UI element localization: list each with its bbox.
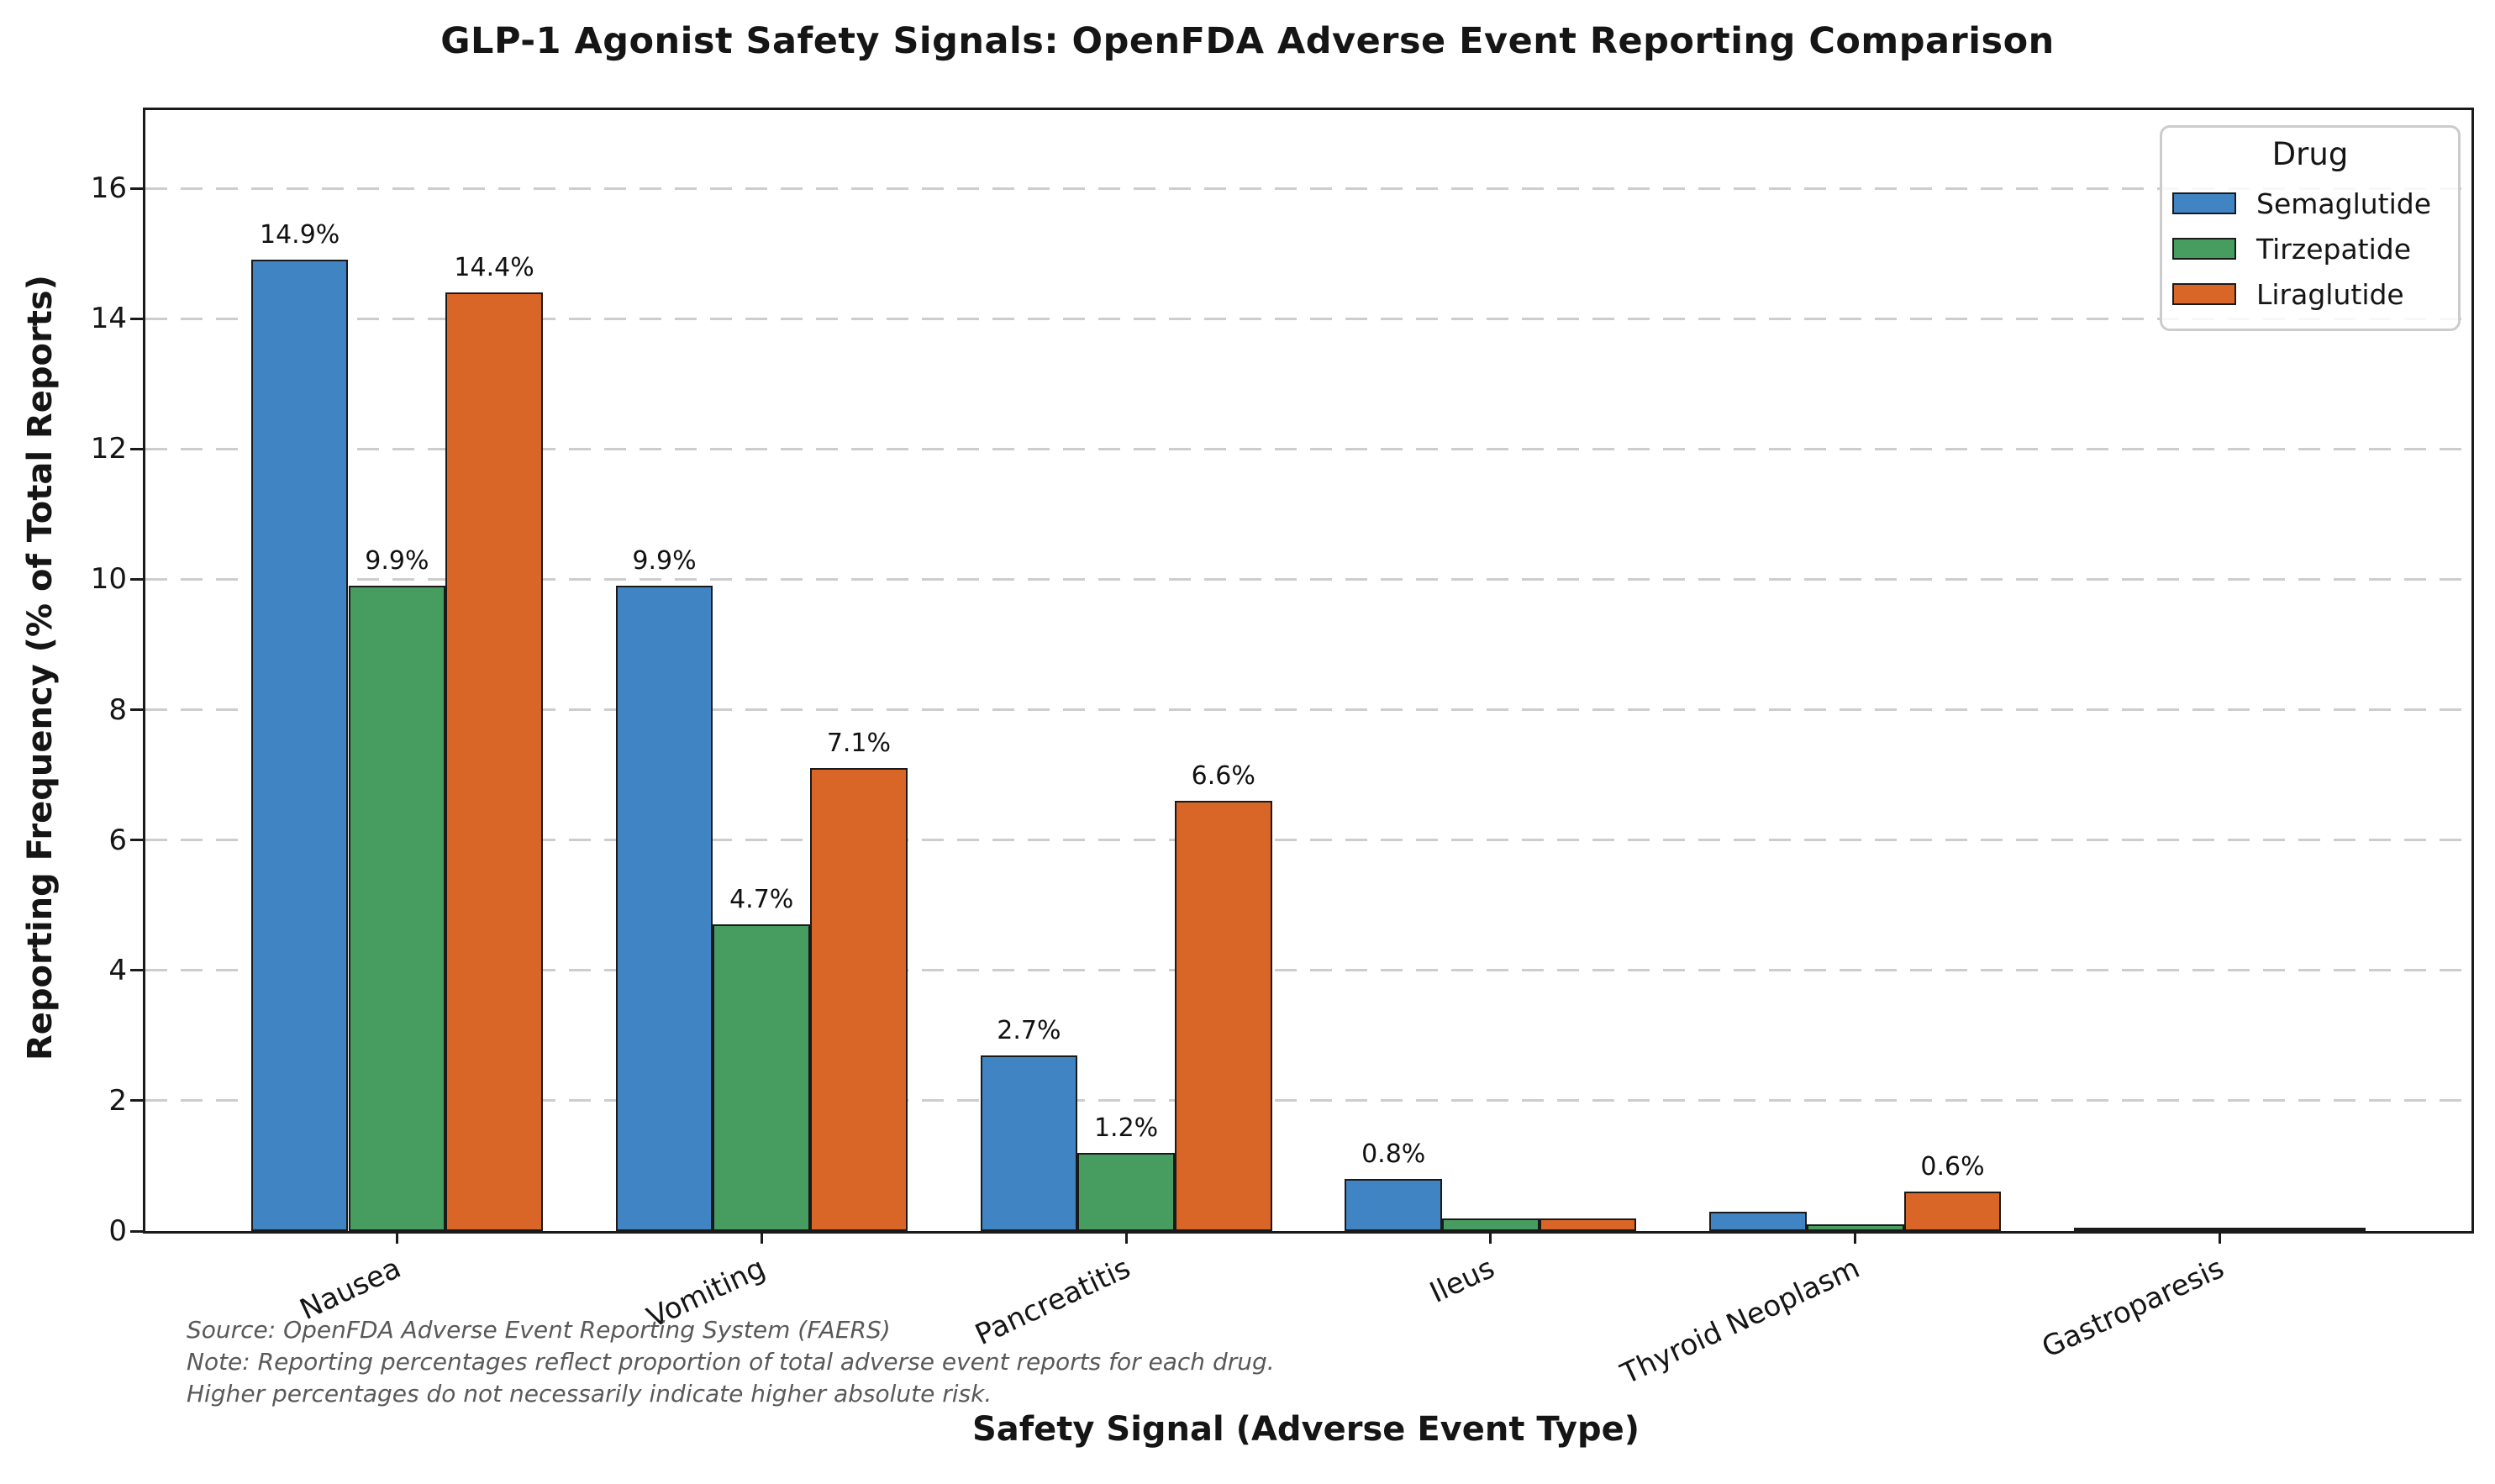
- y-tick-label: 14: [90, 302, 127, 336]
- y-tick-mark: [130, 317, 143, 320]
- gridline: [145, 839, 2471, 842]
- bar-tirzepatide-vomiting: [713, 924, 811, 1231]
- legend-swatch-semaglutide: [2172, 192, 2236, 214]
- x-tick-mark: [2219, 1231, 2222, 1244]
- y-tick-label: 16: [90, 171, 127, 206]
- gridline: [145, 187, 2471, 190]
- gridline: [145, 1099, 2471, 1102]
- y-tick-label: 6: [108, 823, 127, 857]
- legend-item-tirzepatide: Tirzepatide: [2162, 226, 2458, 271]
- source-note-line: Source: OpenFDA Adverse Event Reporting …: [187, 1316, 891, 1344]
- bar-liraglutide-thyroid-neoplasm: [1903, 1192, 2002, 1231]
- bar-semaglutide-gastroparesis: [2074, 1228, 2171, 1231]
- bar-value-label: 0.8%: [1361, 1139, 1426, 1169]
- y-tick-mark: [130, 969, 143, 972]
- y-tick-mark: [130, 447, 143, 450]
- bar-tirzepatide-ileus: [1442, 1218, 1540, 1231]
- source-note-line: Higher percentages do not necessarily in…: [187, 1380, 992, 1408]
- legend-item-semaglutide: Semaglutide: [2162, 181, 2458, 226]
- bar-value-label: 6.6%: [1191, 761, 1255, 792]
- gridline: [145, 317, 2471, 320]
- legend-item-liraglutide: Liraglutide: [2162, 271, 2458, 317]
- bar-semaglutide-nausea: [250, 260, 349, 1231]
- y-tick-label: 8: [108, 692, 127, 727]
- gridline: [145, 447, 2471, 450]
- gridline: [145, 969, 2471, 972]
- bar-value-label: 1.2%: [1093, 1113, 1159, 1143]
- bar-value-label: 0.6%: [1920, 1152, 1985, 1182]
- legend-label: Liraglutide: [2256, 277, 2404, 311]
- bar-value-label: 9.9%: [365, 546, 429, 576]
- legend-swatch-liraglutide: [2172, 283, 2236, 305]
- y-tick-mark: [130, 577, 143, 581]
- bar-liraglutide-pancreatitis: [1174, 801, 1272, 1231]
- x-tick-label-thyroid-neoplasm: Thyroid Neoplasm: [1615, 1251, 1865, 1392]
- x-tick-mark: [1124, 1231, 1128, 1244]
- bar-semaglutide-ileus: [1345, 1178, 1443, 1231]
- gridline: [145, 577, 2471, 581]
- y-tick-mark: [130, 839, 143, 842]
- bar-semaglutide-thyroid-neoplasm: [1709, 1211, 1807, 1231]
- bar-value-label: 7.1%: [826, 729, 892, 759]
- legend-label: Tirzepatide: [2256, 232, 2412, 266]
- legend-swatch-tirzepatide: [2172, 238, 2236, 260]
- bar-semaglutide-vomiting: [615, 586, 713, 1231]
- y-tick-mark: [130, 187, 143, 190]
- source-note-line: Note: Reporting percentages reflect prop…: [187, 1348, 1275, 1376]
- x-tick-mark: [1854, 1231, 1857, 1244]
- y-tick-mark: [130, 1099, 143, 1102]
- bar-semaglutide-pancreatitis: [980, 1055, 1078, 1231]
- y-tick-mark: [130, 1229, 143, 1233]
- legend-label: Semaglutide: [2256, 187, 2432, 220]
- bar-value-label: 2.7%: [997, 1015, 1061, 1045]
- legend-title: Drug: [2271, 136, 2349, 172]
- chart-title: GLP-1 Agonist Safety Signals: OpenFDA Ad…: [440, 20, 2055, 62]
- source-note: Source: OpenFDA Adverse Event Reporting …: [187, 1314, 1275, 1410]
- y-tick-label: 10: [90, 562, 127, 597]
- bar-tirzepatide-thyroid-neoplasm: [1806, 1224, 1904, 1231]
- bar-value-label: 9.9%: [632, 546, 697, 576]
- y-tick-label: 0: [108, 1214, 127, 1248]
- x-tick-mark: [1489, 1231, 1492, 1244]
- bar-liraglutide-vomiting: [810, 768, 908, 1231]
- x-tick-mark: [395, 1231, 398, 1244]
- x-axis-title: Safety Signal (Adverse Event Type): [971, 1410, 1640, 1449]
- x-tick-label-ileus: Ileus: [1424, 1251, 1500, 1310]
- bar-tirzepatide-pancreatitis: [1077, 1152, 1175, 1231]
- bar-liraglutide-gastroparesis: [2268, 1228, 2366, 1231]
- y-axis-title: Reporting Frequency (% of Total Reports): [21, 275, 60, 1061]
- x-tick-mark: [760, 1231, 763, 1244]
- y-tick-mark: [130, 708, 143, 712]
- y-tick-label: 2: [108, 1083, 127, 1118]
- legend: Drug Semaglutide Tirzepatide Liraglutide: [2160, 125, 2461, 331]
- x-tick-label-gastroparesis: Gastroparesis: [2036, 1251, 2229, 1366]
- y-tick-label: 4: [108, 953, 127, 987]
- bar-liraglutide-ileus: [1539, 1218, 1637, 1231]
- bar-value-label: 14.9%: [259, 220, 340, 250]
- bar-value-label: 4.7%: [729, 885, 794, 915]
- y-tick-label: 12: [90, 432, 127, 466]
- plot-area: 0 2 4 6 8 10 12 14 16 14.9% 9.9% 2.7% 0.8% 9.9% 4.7% 1.…: [91, 108, 2474, 1391]
- bar-tirzepatide-nausea: [348, 586, 446, 1231]
- bar-liraglutide-nausea: [445, 292, 543, 1231]
- gridline: [145, 708, 2471, 712]
- bar-tirzepatide-gastroparesis: [2171, 1228, 2269, 1231]
- bar-value-label: 14.4%: [454, 253, 534, 283]
